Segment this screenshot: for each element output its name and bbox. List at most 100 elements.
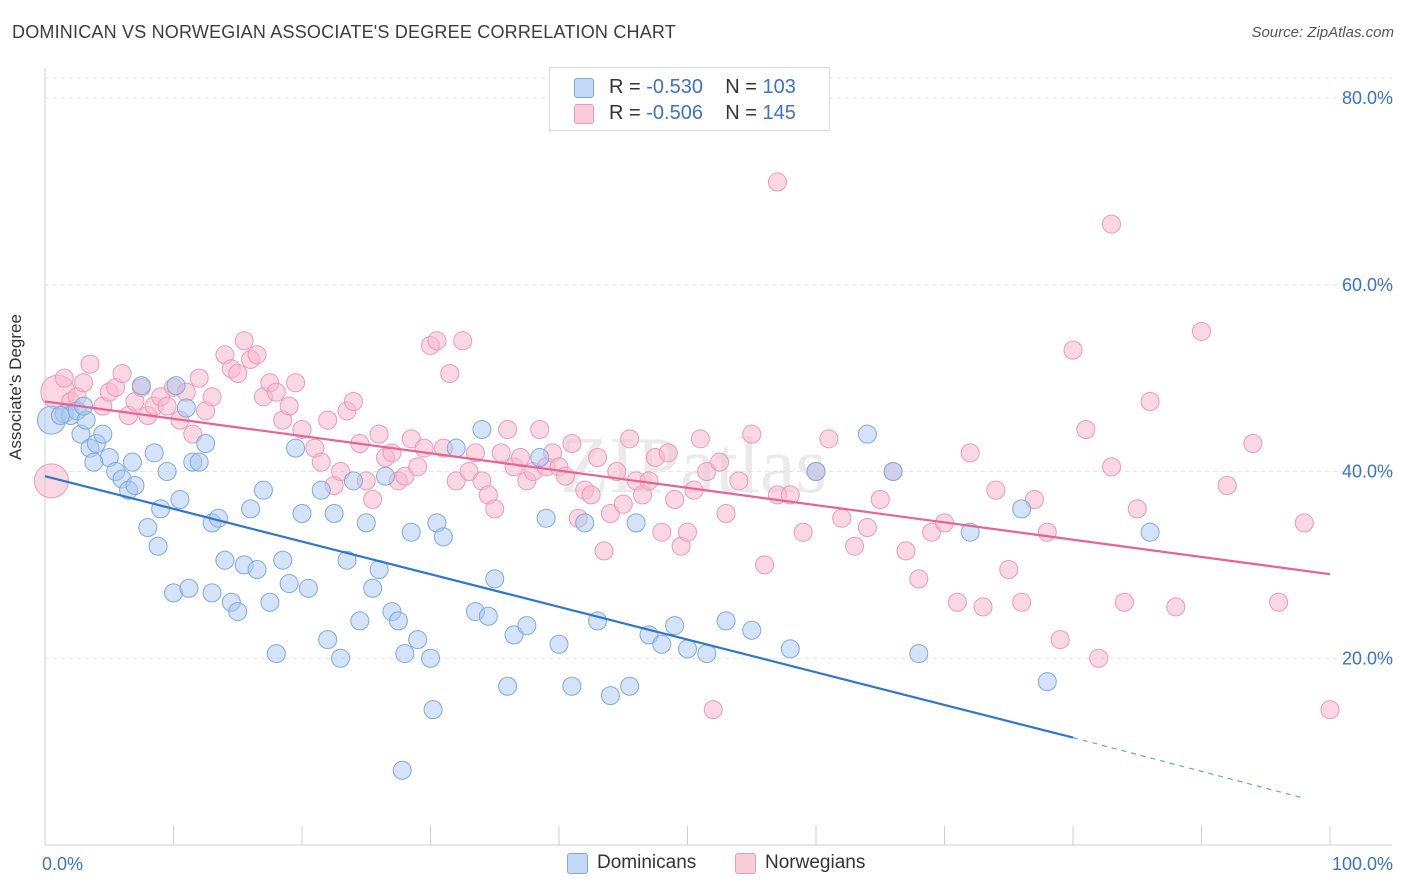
dominicans-point — [626, 513, 646, 533]
norwegians-point — [1320, 700, 1340, 720]
dominicans-point — [392, 760, 412, 780]
norwegians-point — [427, 331, 447, 351]
dominicans-point — [857, 424, 877, 444]
dominicans-point — [575, 513, 595, 533]
dominicans-point — [125, 476, 145, 496]
norwegians-point — [1192, 321, 1211, 341]
norwegians-point — [857, 518, 877, 538]
dominicans-point — [363, 578, 383, 598]
norwegians-point — [819, 429, 839, 449]
norwegians-point — [498, 419, 518, 439]
dominicans-point — [620, 676, 640, 696]
dominicans-trend-line — [44, 475, 1074, 739]
norwegians-point — [1166, 597, 1186, 617]
norwegians-point — [1102, 457, 1122, 477]
norwegians-point — [1269, 592, 1289, 612]
dominicans-point — [279, 574, 299, 594]
dominicans-point — [122, 452, 142, 472]
dominicans-point — [166, 376, 186, 396]
norwegians-point — [1217, 476, 1237, 496]
norwegians-point — [999, 560, 1019, 580]
norwegians-point — [331, 462, 351, 482]
axes — [44, 68, 1392, 846]
dominicans-point — [292, 504, 312, 524]
dominicans-point — [331, 648, 351, 668]
dominicans-point — [388, 611, 408, 631]
dominicans-point — [318, 630, 338, 650]
dominicans-point — [1012, 499, 1032, 519]
dominicans-point — [472, 419, 492, 439]
norwegians-point — [465, 443, 485, 463]
dominicans-point — [50, 405, 70, 425]
dominicans-point — [189, 452, 209, 472]
norwegians-point — [613, 494, 633, 514]
norwegians-trend-line — [44, 400, 1331, 576]
norwegians-point — [870, 490, 890, 510]
stats-legend: R = -0.530 N = 103 R = -0.506 N = 145 — [549, 67, 830, 131]
norwegians-point — [401, 429, 421, 449]
source-label: Source: ZipAtlas.com — [1251, 24, 1394, 41]
dominicans-point — [176, 398, 196, 418]
norwegians-point — [716, 504, 736, 524]
dominicans-point — [485, 569, 505, 589]
norwegians-point — [562, 433, 582, 453]
norwegians-swatch — [574, 104, 594, 124]
dominicans-point — [241, 499, 261, 519]
dominicans-point — [478, 606, 498, 626]
dominicans-point — [273, 550, 293, 570]
dominicans-point — [266, 644, 286, 664]
dominicans-point — [652, 634, 672, 654]
dominicans-point — [517, 616, 537, 636]
norwegians-point — [588, 448, 608, 467]
dominicans-legend-swatch — [567, 853, 588, 874]
norwegians-point — [607, 462, 627, 482]
dominicans-point — [678, 639, 697, 659]
norwegians-point — [1294, 513, 1314, 533]
norwegians-point — [658, 443, 678, 463]
norwegians-point — [832, 508, 852, 528]
norwegians-point — [1024, 490, 1044, 510]
dominicans-point — [536, 508, 556, 528]
dominicans-point — [260, 592, 280, 612]
norwegians-point — [697, 462, 717, 482]
dominicans-point — [286, 438, 306, 458]
dominicans-point — [138, 518, 158, 538]
norwegians-point — [453, 331, 473, 351]
dominicans-point — [324, 504, 344, 524]
norwegians-point — [292, 419, 312, 439]
norwegians-point — [909, 569, 929, 589]
tick-labels: 20.0% 40.0% 60.0% 80.0% 0.0% 100.0% — [42, 88, 1393, 874]
legend-stats-norwegians: R = -0.506 N = 145 — [609, 102, 796, 124]
norwegians-point — [594, 541, 614, 561]
norwegians-point — [183, 424, 203, 444]
norwegians-point — [1127, 499, 1147, 519]
dominicans-point — [742, 620, 762, 640]
dominicans-trend-extension — [1072, 737, 1305, 799]
norwegians-point — [665, 490, 685, 510]
norwegians-point — [266, 382, 286, 402]
norwegians-point — [1140, 391, 1160, 411]
dominicans-point — [84, 452, 104, 472]
norwegians-point — [678, 522, 697, 542]
norwegians-point — [491, 443, 511, 463]
dominicans-legend-label: Dominicans — [597, 852, 697, 873]
dominicans-point — [215, 550, 235, 570]
norwegians-point — [189, 368, 209, 388]
norwegians-point — [318, 410, 338, 430]
norwegians-legend-swatch — [735, 853, 756, 874]
dominicans-point — [600, 686, 620, 706]
norwegians-point — [703, 700, 723, 720]
norwegians-legend-label: Norwegians — [765, 852, 866, 873]
dominicans-point — [179, 578, 199, 598]
dominicans-point — [909, 644, 929, 664]
dominicans-point — [202, 583, 222, 603]
norwegians-point — [228, 363, 248, 383]
dominicans-point — [131, 376, 151, 396]
norwegians-point — [896, 541, 916, 561]
norwegians-point — [54, 368, 74, 388]
norwegians-point — [690, 429, 710, 449]
dominicans-point — [446, 438, 466, 458]
dominicans-point — [395, 644, 415, 664]
norwegians-point — [286, 373, 306, 393]
